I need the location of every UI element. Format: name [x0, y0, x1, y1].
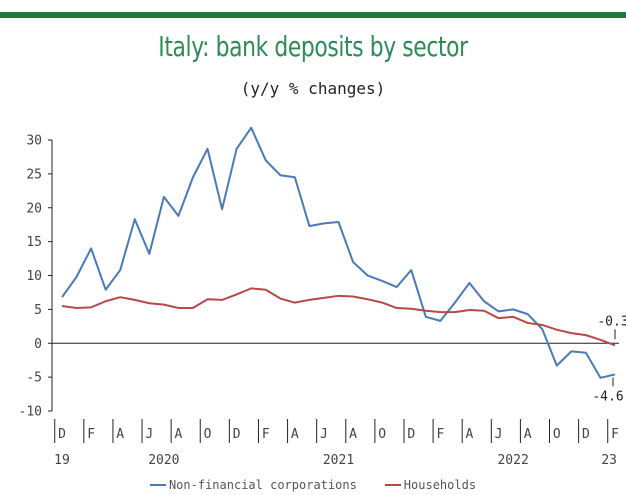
x-month-label: D — [58, 427, 66, 442]
x-month-label: A — [466, 427, 474, 442]
legend-label-households: Households — [403, 478, 477, 492]
x-year-label: 2022 — [497, 453, 528, 468]
x-year-label: 19 — [54, 453, 70, 468]
x-month-label: A — [349, 427, 357, 442]
y-tick-label: 0 — [34, 337, 42, 352]
x-month-label: A — [291, 427, 299, 442]
x-year-label: 23 — [601, 453, 617, 468]
x-month-label: F — [262, 427, 270, 442]
series-line-households — [61, 287, 616, 347]
legend-swatch-households — [384, 484, 401, 486]
x-month-label: O — [553, 427, 561, 442]
series-line-nfc — [61, 126, 616, 379]
x-month-label: A — [175, 427, 183, 442]
x-month-label: J — [145, 427, 153, 442]
legend-swatch-nfc — [149, 484, 166, 486]
y-tick-label: -5 — [26, 371, 42, 386]
legend-item-households: Households — [384, 478, 477, 492]
x-month-label: J — [320, 427, 328, 442]
x-month-label: F — [611, 427, 619, 442]
x-month-label: F — [87, 427, 95, 442]
x-month-label: J — [495, 427, 503, 442]
y-tick-label: 20 — [26, 201, 42, 216]
y-tick-label: -10 — [19, 405, 42, 420]
x-month-label: O — [378, 427, 386, 442]
x-month-label: D — [582, 427, 590, 442]
x-month-label: A — [116, 427, 124, 442]
y-tick-label: 30 — [26, 134, 42, 149]
y-tick-label: 25 — [26, 167, 42, 182]
annotation-households-last: -0.3 — [597, 314, 626, 329]
x-year-label: 2020 — [148, 453, 179, 468]
y-tick-label: 15 — [26, 235, 42, 250]
y-tick-label: 5 — [34, 303, 42, 318]
top-accent-bar — [0, 12, 626, 18]
legend: Non-financial corporations Households — [0, 478, 626, 492]
x-month-label: D — [407, 427, 415, 442]
x-month-label: A — [524, 427, 532, 442]
x-month-label: F — [436, 427, 444, 442]
legend-item-nfc: Non-financial corporations — [149, 478, 357, 492]
y-tick-label: 10 — [26, 269, 42, 284]
x-year-label: 2021 — [323, 453, 354, 468]
chart-title: Italy: bank deposits by sector — [158, 30, 468, 63]
annotation-nfc-last: -4.6 — [592, 389, 623, 404]
x-month-label: D — [233, 427, 241, 442]
chart-subtitle: (y/y % changes) — [240, 79, 386, 98]
x-month-label: O — [204, 427, 212, 442]
legend-label-nfc: Non-financial corporations — [168, 478, 357, 492]
